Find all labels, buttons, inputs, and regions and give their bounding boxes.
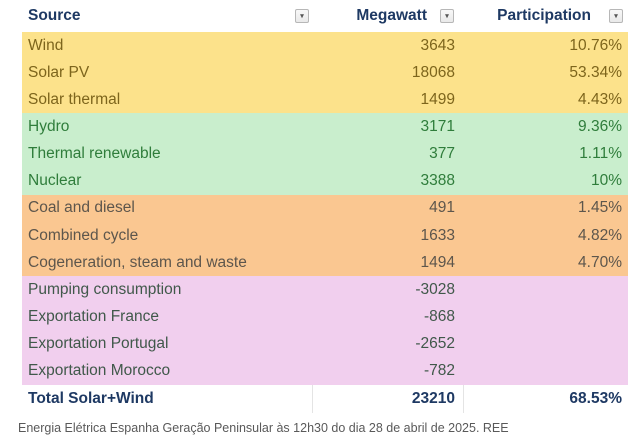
table-row[interactable]: Hydro 3171 9.36%: [22, 113, 628, 141]
table-row[interactable]: Solar thermal 1499 4.43%: [22, 86, 628, 114]
participation-cell[interactable]: 10%: [590, 172, 622, 190]
source-caption: Energia Elétrica Espanha Geração Peninsu…: [18, 421, 509, 435]
source-cell[interactable]: Coal and diesel: [28, 199, 135, 217]
source-cell[interactable]: Hydro: [28, 117, 70, 135]
source-cell[interactable]: Pumping consumption: [28, 280, 182, 298]
table-row[interactable]: Thermal renewable 377 1.11%: [22, 140, 628, 168]
source-cell[interactable]: Cogeneration, steam and waste: [28, 253, 247, 271]
table-row[interactable]: Coal and diesel 491 1.45%: [22, 194, 628, 222]
table-row[interactable]: Solar PV 18068 53.34%: [22, 59, 628, 87]
filter-dropdown-icon[interactable]: ▾: [295, 9, 309, 23]
header-cell-participation[interactable]: Participation ▾: [463, 0, 628, 32]
total-row[interactable]: Total Solar+Wind 23210 68.53%: [22, 384, 628, 413]
megawatt-cell[interactable]: 1499: [420, 90, 455, 108]
total-participation-cell[interactable]: 68.53%: [463, 384, 628, 413]
source-cell[interactable]: Thermal renewable: [28, 145, 161, 163]
source-cell[interactable]: Solar thermal: [28, 90, 121, 108]
source-cell[interactable]: Wind: [28, 36, 64, 54]
source-cell[interactable]: Nuclear: [28, 172, 82, 190]
header-label-megawatt: Megawatt: [356, 7, 427, 24]
megawatt-cell[interactable]: 1633: [420, 226, 455, 244]
header-cell-megawatt[interactable]: Megawatt ▾: [312, 0, 463, 32]
megawatt-cell[interactable]: 18068: [411, 63, 455, 81]
participation-cell[interactable]: 53.34%: [569, 63, 622, 81]
table-row[interactable]: Pumping consumption -3028: [22, 276, 628, 304]
table-row[interactable]: Cogeneration, steam and waste 1494 4.70%: [22, 249, 628, 277]
filter-dropdown-icon[interactable]: ▾: [440, 9, 454, 23]
header-cell-source[interactable]: Source ▾: [22, 0, 312, 32]
megawatt-cell[interactable]: -868: [423, 307, 455, 325]
source-cell[interactable]: Solar PV: [28, 63, 90, 81]
header-label-participation: Participation: [497, 7, 591, 24]
table-row[interactable]: Nuclear 3388 10%: [22, 167, 628, 195]
table-row[interactable]: Exportation Portugal -2652: [22, 330, 628, 358]
megawatt-cell[interactable]: 491: [429, 199, 455, 217]
filter-dropdown-icon[interactable]: ▾: [609, 9, 623, 23]
participation-cell[interactable]: 4.82%: [578, 226, 622, 244]
megawatt-cell[interactable]: 3388: [420, 172, 455, 190]
participation-cell[interactable]: 1.45%: [578, 199, 622, 217]
megawatt-cell[interactable]: -2652: [415, 335, 455, 353]
megawatt-cell[interactable]: 1494: [420, 253, 455, 271]
total-source-cell[interactable]: Total Solar+Wind: [28, 389, 154, 407]
source-cell[interactable]: Exportation France: [28, 307, 159, 325]
participation-cell[interactable]: 1.11%: [579, 145, 622, 163]
participation-cell[interactable]: 9.36%: [578, 117, 622, 135]
table-row[interactable]: Exportation France -868: [22, 303, 628, 331]
participation-cell[interactable]: 4.70%: [578, 253, 622, 271]
source-cell[interactable]: Exportation Portugal: [28, 335, 169, 353]
table-row[interactable]: Wind 3643 10.76%: [22, 32, 628, 60]
megawatt-cell[interactable]: 3171: [420, 117, 455, 135]
source-cell[interactable]: Combined cycle: [28, 226, 139, 244]
megawatt-cell[interactable]: 3643: [420, 36, 455, 54]
participation-cell[interactable]: 10.76%: [569, 36, 622, 54]
table-row[interactable]: Combined cycle 1633 4.82%: [22, 221, 628, 250]
megawatt-cell[interactable]: 377: [429, 145, 455, 163]
header-label-source: Source: [28, 7, 81, 24]
total-megawatt-cell[interactable]: 23210: [312, 384, 463, 413]
table-row[interactable]: Exportation Morocco -782: [22, 357, 628, 385]
spreadsheet-table: Source ▾ Megawatt ▾ Participation ▾ Wind…: [22, 0, 628, 413]
source-cell[interactable]: Exportation Morocco: [28, 362, 171, 380]
megawatt-cell[interactable]: -782: [423, 362, 455, 380]
table-header-row: Source ▾ Megawatt ▾ Participation ▾: [22, 0, 628, 32]
participation-cell[interactable]: 4.43%: [578, 90, 622, 108]
table-body: Wind 3643 10.76% Solar PV 18068 53.34% Solar t…: [22, 32, 628, 385]
megawatt-cell[interactable]: -3028: [415, 280, 455, 298]
